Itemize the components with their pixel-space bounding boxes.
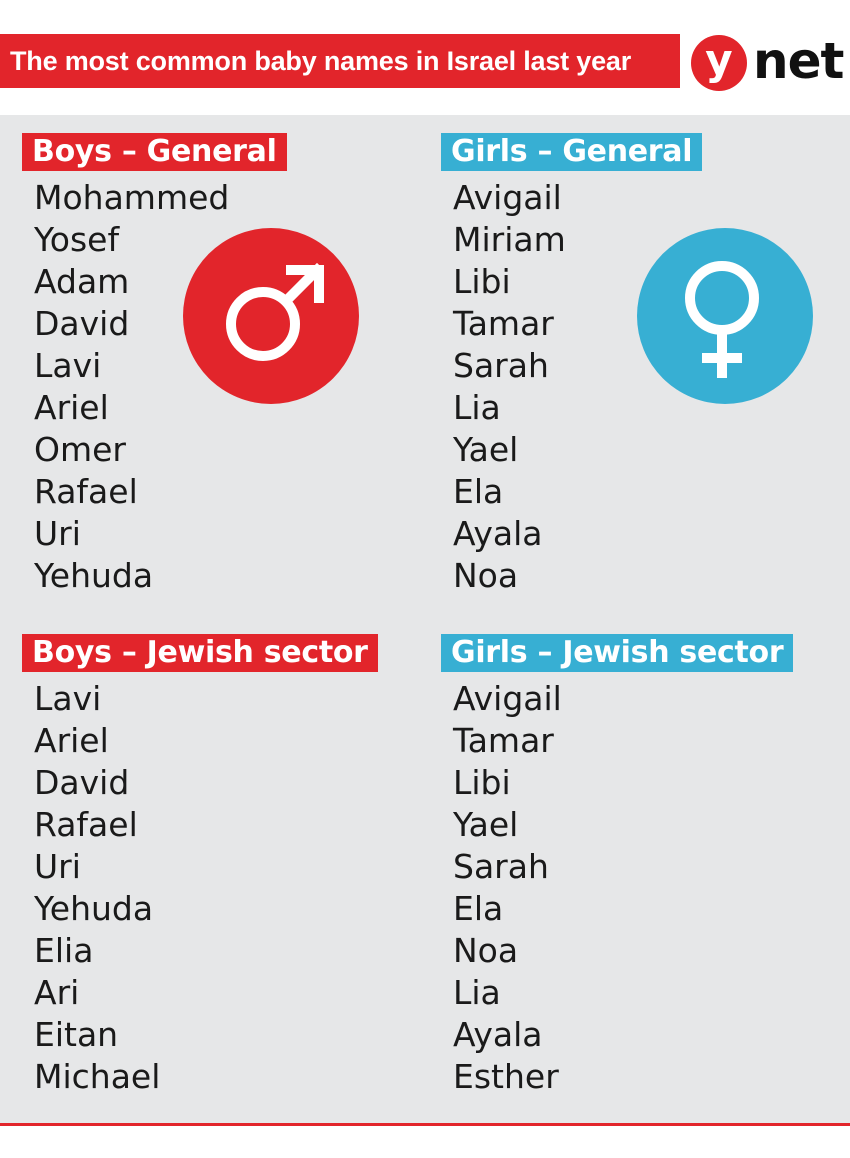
list-item: Ela xyxy=(453,472,504,511)
section-label: Boys – Jewish sector xyxy=(22,634,378,672)
male-symbol-icon xyxy=(183,228,359,404)
ynet-logo[interactable]: y net xyxy=(691,32,844,92)
list-item: Miriam xyxy=(453,220,566,259)
list-item: Uri xyxy=(34,847,81,886)
list-item: Adam xyxy=(34,262,130,301)
list-item: Mohammed xyxy=(34,178,230,217)
list-item: Lia xyxy=(453,973,501,1012)
list-item: Ela xyxy=(453,889,504,928)
list-item: Avigail xyxy=(453,679,562,718)
list-item: Uri xyxy=(34,514,81,553)
list-item: Noa xyxy=(453,931,519,970)
section-boys-jewish: Boys – Jewish sector Lavi Ariel David Ra… xyxy=(22,634,378,1098)
section-boys-general: Boys – General Mohammed Yosef Adam David… xyxy=(22,133,287,597)
list-item: Lavi xyxy=(34,346,102,385)
list-item: Sarah xyxy=(453,346,549,385)
list-item: Rafael xyxy=(34,805,138,844)
list-item: Ayala xyxy=(453,514,543,553)
list-item: Libi xyxy=(453,262,511,301)
list-item: Avigail xyxy=(453,178,562,217)
section-label: Boys – General xyxy=(22,133,287,171)
list-item: Yael xyxy=(453,430,519,469)
list-item: Esther xyxy=(453,1057,559,1096)
list-item: Yehuda xyxy=(34,889,154,928)
list-item: Lia xyxy=(453,388,501,427)
list-item: Libi xyxy=(453,763,511,802)
name-list: Lavi Ariel David Rafael Uri Yehuda Elia … xyxy=(22,678,378,1098)
list-item: Omer xyxy=(34,430,126,469)
name-list: Avigail Tamar Libi Yael Sarah Ela Noa Li… xyxy=(441,678,793,1098)
list-item: Noa xyxy=(453,556,519,595)
bottom-divider xyxy=(0,1123,850,1126)
list-item: Ayala xyxy=(453,1015,543,1054)
list-item: David xyxy=(34,763,130,802)
list-item: Rafael xyxy=(34,472,138,511)
list-item: Yael xyxy=(453,805,519,844)
section-label: Girls – Jewish sector xyxy=(441,634,794,672)
logo-y: y xyxy=(691,35,747,91)
section-girls-general: Girls – General Avigail Miriam Libi Tama… xyxy=(441,133,703,597)
list-item: Eitan xyxy=(34,1015,119,1054)
list-item: Tamar xyxy=(453,304,554,343)
list-item: Sarah xyxy=(453,847,549,886)
list-item: Lavi xyxy=(34,679,102,718)
section-label: Girls – General xyxy=(441,133,703,171)
female-symbol-icon xyxy=(637,228,813,404)
page-title: The most common baby names in Israel las… xyxy=(0,34,680,88)
list-item: Ariel xyxy=(34,388,109,427)
list-item: Ariel xyxy=(34,721,109,760)
list-item: Elia xyxy=(34,931,94,970)
list-item: Yehuda xyxy=(34,556,154,595)
name-list: Mohammed Yosef Adam David Lavi Ariel Ome… xyxy=(22,177,287,597)
list-item: David xyxy=(34,304,130,343)
list-item: Tamar xyxy=(453,721,554,760)
logo-net: net xyxy=(753,32,844,90)
name-list: Avigail Miriam Libi Tamar Sarah Lia Yael… xyxy=(441,177,702,597)
section-girls-jewish: Girls – Jewish sector Avigail Tamar Libi… xyxy=(441,634,794,1098)
list-item: Ari xyxy=(34,973,80,1012)
list-item: Michael xyxy=(34,1057,161,1096)
list-item: Yosef xyxy=(34,220,120,259)
